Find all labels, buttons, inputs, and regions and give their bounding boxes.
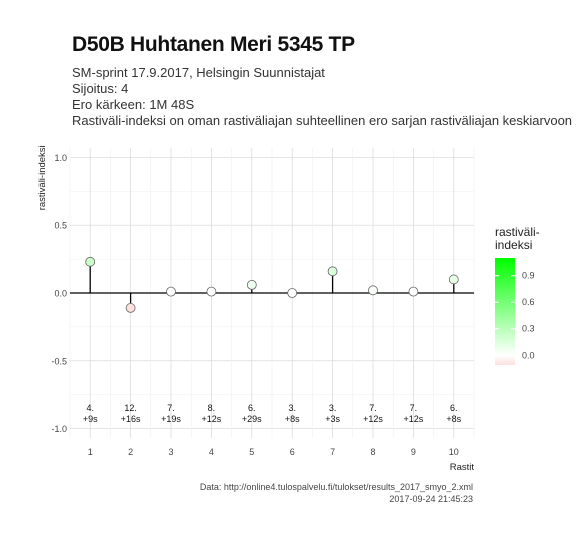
data-point — [85, 256, 96, 267]
data-point — [287, 288, 298, 298]
x-tick-label: 7 — [330, 447, 335, 457]
caption-source: Data: http://online4.tulospalvelu.fi/tul… — [199, 482, 473, 492]
point-label-rank: 4. — [86, 403, 94, 413]
legend-title-line1: rastiväli- — [495, 225, 540, 239]
legend-title-line2: indeksi — [495, 238, 533, 252]
point-label-rank: 7. — [369, 403, 377, 413]
point-label-rank: 6. — [248, 403, 256, 413]
x-tick-label: 8 — [370, 447, 375, 457]
data-point — [368, 285, 378, 296]
chart-subtitle-gap: Ero kärkeen: 1M 48S — [72, 97, 195, 112]
point-label-rank: 3. — [329, 403, 337, 413]
point-label-rank: 7. — [167, 403, 175, 413]
point-label-diff: +9s — [83, 414, 98, 424]
color-legend: 0.0 0.3 0.6 0.9 — [495, 258, 535, 365]
point-label-diff: +12s — [202, 414, 222, 424]
data-point — [327, 266, 338, 277]
data-point — [206, 286, 217, 297]
x-tick-label: 6 — [290, 447, 295, 457]
data-point — [125, 303, 136, 313]
legend-tick-label: 0.9 — [522, 271, 535, 281]
point-label-rank: 7. — [410, 403, 418, 413]
point-label-diff: +16s — [121, 414, 141, 424]
point-labels: 4.+9s12.+16s7.+19s8.+12s6.+29s3.+8s3.+3s… — [83, 403, 462, 424]
point-label-diff: +8s — [285, 414, 300, 424]
x-tick-label: 10 — [449, 447, 459, 457]
point-label-diff: +12s — [404, 414, 424, 424]
x-tick-label: 1 — [88, 447, 93, 457]
axes: -1.0 -0.5 0.0 0.5 1.0 1 2 3 4 5 6 7 8 9 10 Rastit rastiv… — [37, 145, 474, 473]
point-label-rank: 12. — [124, 403, 137, 413]
y-tick-label: -1.0 — [51, 424, 67, 434]
y-tick-label: -0.5 — [51, 356, 67, 366]
point-label-diff: +12s — [363, 414, 383, 424]
point-label-diff: +8s — [446, 414, 461, 424]
data-point — [166, 286, 176, 297]
legend-tick-label: 0.3 — [522, 324, 535, 334]
y-tick-label: 0.0 — [54, 289, 67, 299]
legend-tick-label: 0.6 — [522, 297, 535, 307]
legend-colorbar — [495, 258, 515, 365]
data-point — [246, 279, 257, 290]
point-label-diff: +3s — [325, 414, 340, 424]
data-point — [448, 274, 459, 285]
data-marks — [85, 256, 459, 313]
point-label-rank: 6. — [450, 403, 458, 413]
legend-tick-label: 0.0 — [522, 350, 535, 360]
point-label-diff: +19s — [161, 414, 181, 424]
x-tick-label: 4 — [209, 447, 214, 457]
caption-timestamp: 2017-09-24 21:45:23 — [389, 494, 473, 504]
x-tick-label: 3 — [168, 447, 173, 457]
chart-subtitle-description: Rastiväli-indeksi on oman rastiväliajan … — [72, 113, 573, 128]
y-tick-label: 0.5 — [54, 221, 67, 231]
chart-subtitle-rank: Sijoitus: 4 — [72, 81, 129, 96]
point-label-diff: +29s — [242, 414, 262, 424]
chart-title: D50B Huhtanen Meri 5345 TP — [72, 33, 355, 56]
x-tick-label: 9 — [411, 447, 416, 457]
x-tick-label: 2 — [128, 447, 133, 457]
y-axis-title: rastiväli-indeksi — [37, 145, 48, 210]
y-tick-label: 1.0 — [54, 153, 67, 163]
x-tick-label: 5 — [249, 447, 254, 457]
legend-title: rastiväli- indeksi — [495, 226, 575, 252]
x-axis-title: Rastit — [450, 462, 475, 473]
point-label-rank: 8. — [208, 403, 216, 413]
data-point — [408, 286, 419, 297]
point-label-rank: 3. — [288, 403, 296, 413]
chart-subtitle-event: SM-sprint 17.9.2017, Helsingin Suunnista… — [72, 65, 325, 80]
